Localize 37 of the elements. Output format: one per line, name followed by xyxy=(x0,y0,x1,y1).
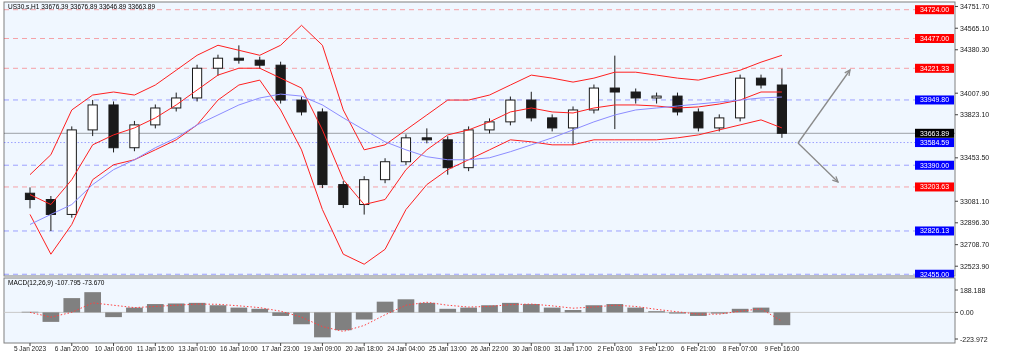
candlestick xyxy=(296,96,307,116)
bar xyxy=(773,312,791,326)
candlestick xyxy=(338,180,349,209)
bar xyxy=(84,292,102,313)
bar xyxy=(397,299,415,313)
candlestick xyxy=(526,91,537,122)
bar xyxy=(209,305,227,313)
bar xyxy=(522,304,540,313)
bar xyxy=(105,312,122,318)
line-series xyxy=(29,79,783,265)
bar xyxy=(606,304,624,313)
candlestick xyxy=(212,54,224,77)
candlestick xyxy=(567,105,579,146)
candlestick xyxy=(150,103,161,129)
bar xyxy=(63,298,81,313)
bar xyxy=(42,312,60,322)
bar xyxy=(481,305,498,313)
bar xyxy=(167,303,185,313)
line-series xyxy=(29,93,783,225)
bar xyxy=(502,302,519,313)
bar xyxy=(418,302,436,313)
candlestick xyxy=(588,84,600,114)
candlestick xyxy=(609,55,620,130)
candlestick xyxy=(379,157,391,184)
line-series xyxy=(29,301,783,332)
candlestick xyxy=(505,96,516,126)
candlestick xyxy=(693,107,704,132)
bar xyxy=(146,304,164,313)
bar xyxy=(334,312,352,331)
candlestick xyxy=(233,44,244,65)
bar xyxy=(314,312,331,338)
line-series xyxy=(29,24,783,176)
bar xyxy=(355,312,373,320)
candlestick xyxy=(400,133,412,166)
bar xyxy=(293,312,310,325)
candlestick xyxy=(129,120,140,152)
bar xyxy=(272,312,289,316)
